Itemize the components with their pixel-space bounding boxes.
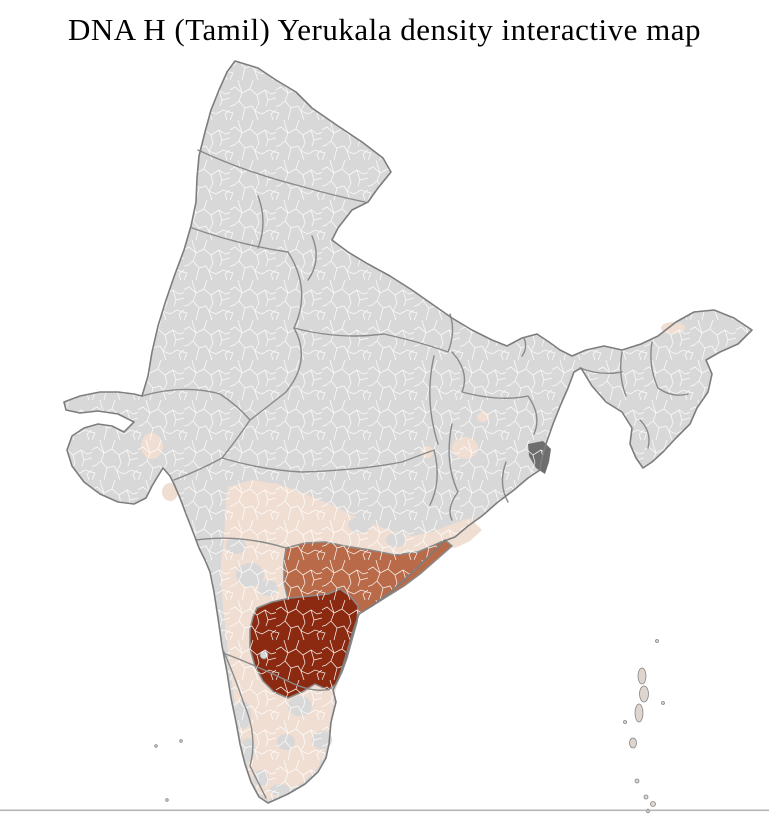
andaman-islands[interactable] (623, 639, 665, 814)
state-borders (141, 149, 689, 799)
lakshadweep-islands[interactable] (154, 739, 183, 802)
bottom-divider (0, 809, 769, 812)
india-outline (63, 60, 753, 804)
page-title: DNA H (Tamil) Yerukala density interacti… (68, 12, 701, 47)
district-borders-texture (64, 61, 752, 803)
